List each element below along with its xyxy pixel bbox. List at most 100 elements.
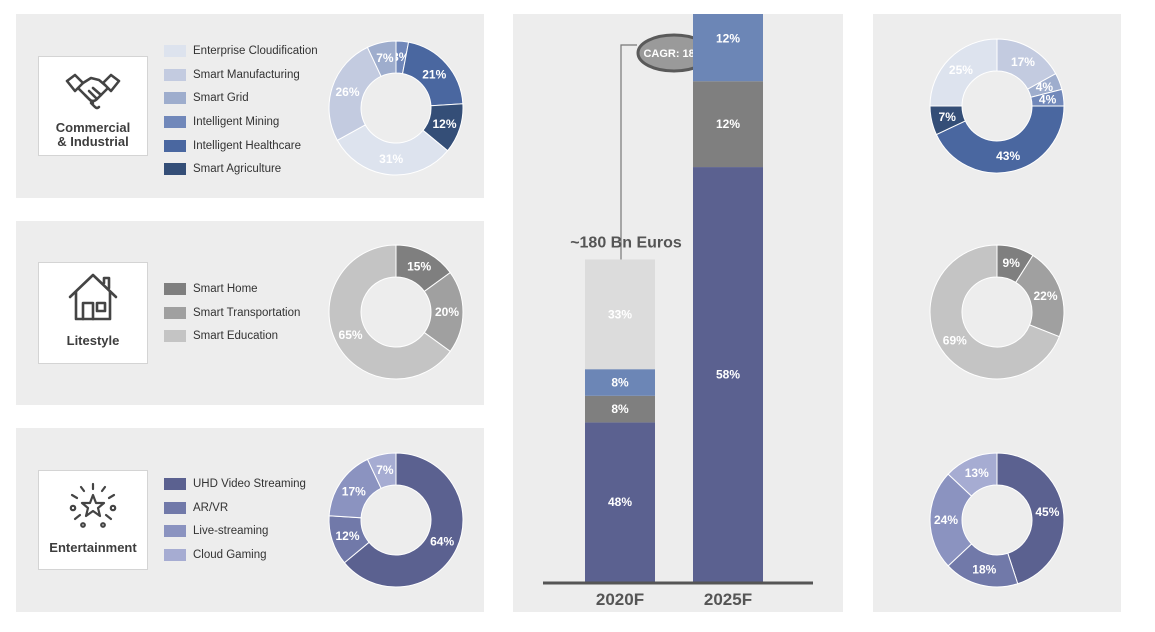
donut-data-label: 18% — [972, 562, 996, 576]
x-tick-label: 2020F — [596, 590, 644, 609]
donut-data-label: 69% — [943, 334, 967, 348]
bar-segment — [693, 167, 763, 582]
commercial-panel: Commercial & Industrial Enterprise Cloud… — [16, 14, 484, 198]
legend-label: Smart Home — [193, 282, 258, 295]
donut-data-label: 13% — [965, 466, 989, 480]
legend-item: Intelligent Healthcare — [164, 134, 318, 158]
entertainment-label: Entertainment — [49, 540, 137, 555]
legend-item: Intelligent Mining — [164, 110, 318, 134]
legend-swatch — [164, 548, 186, 561]
legend-swatch — [164, 525, 186, 538]
donut-data-label: 24% — [934, 513, 958, 527]
legend-item: Enterprise Cloudification — [164, 39, 318, 63]
legend-swatch — [164, 477, 186, 490]
donut-data-label: 17% — [1011, 55, 1035, 69]
donut-data-label: 20% — [435, 305, 459, 319]
donut-data-label: 9% — [1003, 256, 1021, 270]
legend-swatch — [164, 306, 186, 319]
legend-label: Smart Education — [193, 330, 279, 343]
bar-total-label: ~180 Bn Euros — [570, 234, 682, 251]
bar-data-label: 48% — [608, 495, 632, 509]
entertainment-2020-donut: 64% 12% 17% 7% — [328, 452, 464, 588]
entertainment-panel: Entertainment UHD Video Streaming AR/VR Li… — [16, 428, 484, 612]
house-icon — [68, 273, 118, 321]
commercial-legend: Enterprise Cloudification Smart Manufactu… — [164, 39, 318, 181]
donut-data-label: 25% — [949, 63, 973, 77]
donut-slice — [328, 244, 451, 380]
donut-data-label: 45% — [1035, 505, 1059, 519]
donut-data-label: 43% — [996, 149, 1020, 163]
bar-segment — [585, 259, 655, 370]
legend-item: Smart Home — [164, 277, 300, 301]
commercial-2020-donut: 3%21%12%31%26%7% — [328, 40, 464, 176]
legend-label: Smart Manufacturing — [193, 68, 300, 81]
donut-data-label: 17% — [342, 484, 366, 498]
bar-chart-panel: CAGR: 18% 48% 8% 8% 33% ~180 Bn Euros 2020F 58… — [513, 14, 843, 612]
donut-data-label: 21% — [422, 67, 446, 81]
entertainment-icon-box: Entertainment — [38, 470, 148, 570]
cagr-label: CAGR: 18% — [643, 48, 704, 60]
donut-slice — [996, 452, 1065, 585]
legend-item: AR/VR — [164, 496, 306, 520]
legend-label: Enterprise Cloudification — [193, 44, 318, 57]
bar-data-label: 33% — [608, 307, 632, 321]
legend-item: UHD Video Streaming — [164, 472, 306, 496]
lifestyle-2020-donut: 15% 20% 65% — [328, 244, 464, 380]
bar-data-label: 58% — [716, 368, 740, 382]
legend-item: Cloud Gaming — [164, 543, 306, 567]
bar-segment — [693, 81, 763, 168]
lifestyle-label: Litestyle — [66, 333, 120, 348]
legend-swatch — [164, 115, 186, 128]
legend-swatch — [164, 501, 186, 514]
legend-label: Live-streaming — [193, 525, 269, 538]
lifestyle-2025-donut: 9% 22% 69% — [929, 244, 1065, 380]
donut-data-label: 7% — [939, 110, 957, 124]
star-sparkle-icon — [69, 482, 117, 528]
donut-data-label: 15% — [407, 260, 431, 274]
donut-data-label: 4% — [1036, 80, 1054, 94]
commercial-label-line2: & Industrial — [57, 134, 129, 149]
donut-data-label: 12% — [432, 117, 456, 131]
legend-swatch — [164, 68, 186, 81]
donut-data-label: 65% — [339, 328, 363, 342]
legend-item: Smart Transportation — [164, 301, 300, 325]
legend-label: Intelligent Mining — [193, 115, 280, 128]
donut-data-label: 7% — [376, 51, 394, 65]
commercial-label-line1: Commercial — [55, 120, 131, 135]
legend-item: Smart Manufacturing — [164, 63, 318, 87]
donut-slice — [929, 244, 1060, 380]
legend-label: Smart Transportation — [193, 306, 301, 319]
legend-swatch — [164, 44, 186, 57]
lifestyle-panel: Litestyle Smart Home Smart Transportation… — [16, 221, 484, 405]
legend-label: Smart Grid — [193, 92, 249, 105]
donut-slice — [929, 38, 998, 107]
donut-data-label: 7% — [376, 463, 394, 477]
legend-label: Intelligent Healthcare — [193, 139, 302, 152]
commercial-2025-donut: 17%4%4%43%7%25% — [929, 38, 1065, 174]
legend-item: Smart Education — [164, 324, 300, 348]
donut-data-label: 12% — [335, 529, 359, 543]
donut-slice — [366, 40, 397, 77]
donut-slice — [336, 124, 449, 176]
bar-segment — [693, 14, 763, 82]
donuts-2025-panel: 17% 4% 4% 43% 7% 25% 9% 22% 69% 45% 18% 24% 13% — [873, 14, 1121, 612]
lifestyle-legend: Smart Home Smart Transportation Smart Educ… — [164, 277, 300, 348]
legend-label: Smart Agriculture — [193, 163, 282, 176]
donut-data-label: 22% — [1033, 289, 1057, 303]
entertainment-2025-donut: 45% 18% 24% 13% — [929, 452, 1065, 588]
bar-data-label: 8% — [611, 402, 629, 416]
bar-segment — [585, 395, 655, 423]
donut-slice — [343, 452, 464, 588]
stacked-bar-chart: CAGR: 18% 48% 8% 8% 33% ~180 Bn Euros 2020F 58… — [543, 14, 813, 609]
legend-swatch — [164, 330, 186, 343]
bar-segment — [585, 422, 655, 582]
legend-label: AR/VR — [193, 501, 229, 514]
x-tick-label: 2025F — [704, 590, 752, 609]
donut-data-label: 4% — [1039, 93, 1057, 107]
legend-item: Live-streaming — [164, 519, 306, 543]
legend-label: Cloud Gaming — [193, 548, 267, 561]
legend-item: Smart Grid — [164, 86, 318, 110]
legend-swatch — [164, 282, 186, 295]
handshake-icon — [65, 73, 121, 110]
cagr-arrow-left — [620, 44, 637, 348]
